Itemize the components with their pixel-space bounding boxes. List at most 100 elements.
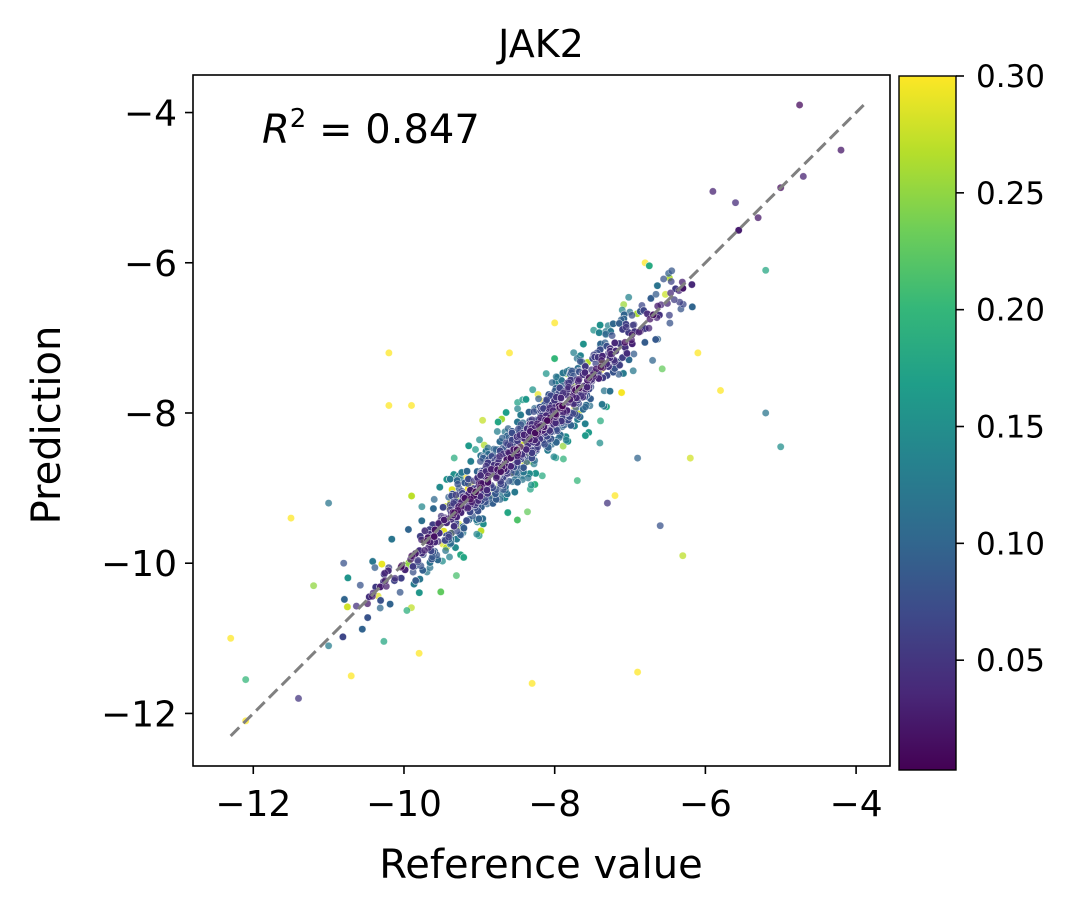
scatter-points: [226, 101, 845, 725]
data-point: [688, 303, 697, 311]
data-point: [475, 514, 483, 523]
data-point: [503, 508, 512, 517]
data-point: [439, 503, 447, 512]
data-point: [404, 525, 413, 534]
data-point: [409, 562, 417, 571]
data-point: [493, 427, 502, 436]
data-point: [528, 679, 536, 688]
data-point: [625, 355, 633, 364]
data-point: [496, 467, 505, 476]
data-point: [415, 649, 423, 658]
data-point: [226, 634, 235, 643]
data-point: [446, 475, 454, 483]
data-point: [645, 324, 653, 333]
data-point: [761, 266, 770, 275]
data-point: [471, 445, 480, 454]
data-point: [436, 588, 445, 596]
data-point: [376, 604, 385, 612]
data-point: [459, 553, 468, 562]
data-point: [421, 527, 429, 535]
data-point: [463, 467, 471, 476]
data-point: [358, 625, 367, 634]
r-squared-annotation: R2 = 0.847: [262, 104, 480, 153]
data-point: [652, 290, 660, 299]
data-point: [287, 514, 295, 522]
data-point: [403, 606, 411, 615]
x-tick-label: −8: [528, 784, 581, 825]
data-point: [516, 411, 525, 419]
data-point: [530, 407, 538, 416]
data-point: [583, 383, 591, 392]
data-point: [665, 311, 674, 320]
data-point: [678, 551, 687, 560]
data-point: [472, 530, 481, 539]
data-point: [441, 546, 450, 555]
data-point: [415, 588, 424, 597]
data-point: [596, 417, 605, 425]
data-point: [476, 471, 485, 480]
data-point: [731, 198, 740, 207]
data-point: [647, 294, 655, 303]
data-point: [340, 595, 349, 604]
data-point: [376, 596, 385, 605]
data-point: [624, 293, 633, 302]
data-point: [596, 321, 604, 329]
data-point: [776, 442, 785, 451]
colorbar-tick-label: 0.20: [976, 293, 1045, 329]
data-point: [648, 356, 657, 365]
data-point: [552, 438, 561, 447]
data-point: [450, 522, 458, 531]
data-point: [595, 328, 603, 337]
data-point: [418, 502, 426, 511]
y-tick-label: −8: [124, 394, 177, 435]
data-point: [550, 452, 558, 461]
y-axis-label: Prediction: [24, 326, 70, 525]
data-point: [475, 435, 484, 444]
data-point: [667, 277, 676, 286]
y-axis: −12 −10 −8 −6 −4: [101, 94, 193, 735]
data-point: [460, 524, 468, 533]
x-tick-label: −10: [366, 784, 442, 825]
data-point: [387, 535, 396, 544]
data-point: [656, 521, 665, 530]
data-point: [385, 349, 393, 357]
data-point: [569, 348, 578, 357]
x-axis: −12 −10 −8 −6 −4: [215, 766, 883, 825]
data-point: [505, 349, 514, 357]
data-point: [435, 483, 444, 492]
data-point: [495, 452, 504, 461]
data-point: [344, 574, 352, 582]
data-point: [396, 588, 404, 597]
data-point: [519, 463, 528, 472]
data-point: [629, 366, 638, 375]
colorbar-axis: 0.05 0.10 0.15 0.20 0.25 0.30: [956, 59, 1045, 679]
data-point: [466, 457, 475, 466]
data-point: [429, 504, 438, 513]
data-point: [666, 319, 674, 327]
data-point: [538, 471, 547, 480]
data-point: [581, 419, 590, 428]
data-point: [716, 386, 725, 395]
data-point: [754, 213, 762, 222]
data-point: [309, 581, 318, 590]
data-point: [528, 385, 537, 394]
data-point: [522, 395, 530, 404]
data-point: [464, 441, 473, 450]
y-tick-label: −12: [101, 694, 177, 735]
data-point: [658, 365, 667, 373]
data-point: [795, 101, 804, 109]
data-point: [445, 553, 454, 561]
data-point: [462, 516, 471, 525]
data-point: [411, 576, 420, 585]
data-point: [557, 394, 565, 402]
data-point: [598, 400, 606, 409]
data-point: [494, 418, 502, 426]
data-point: [651, 335, 660, 344]
data-point: [450, 454, 459, 462]
data-point: [601, 330, 610, 338]
data-point: [622, 323, 631, 332]
data-point: [534, 394, 543, 403]
data-point: [476, 457, 485, 466]
data-point: [694, 349, 702, 357]
